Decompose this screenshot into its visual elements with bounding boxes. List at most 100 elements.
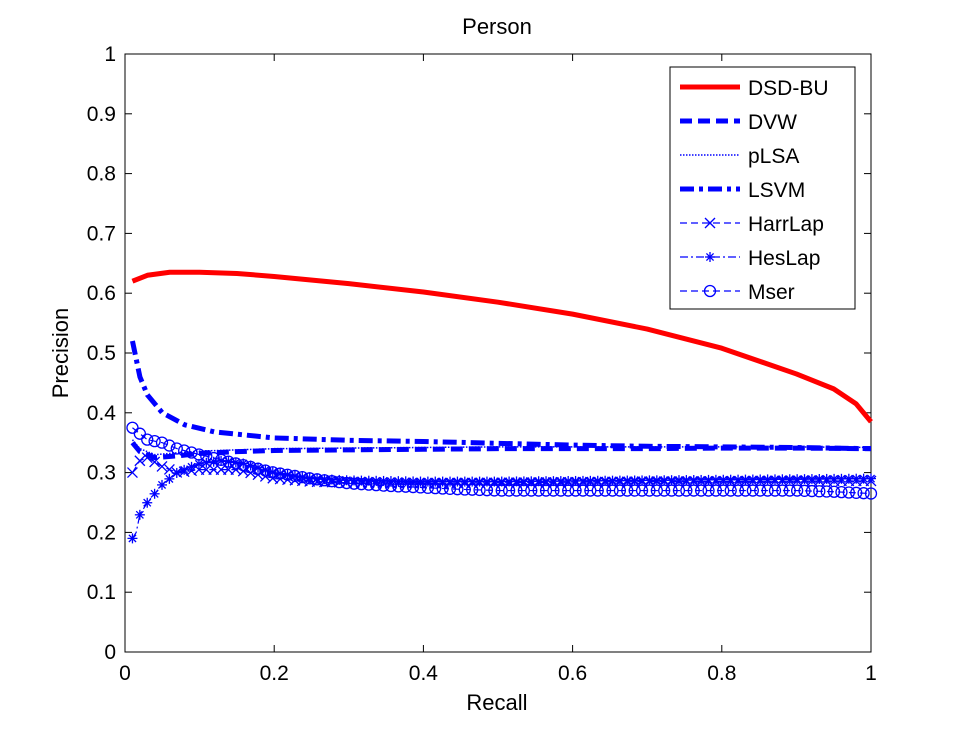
legend-label: LSVM bbox=[748, 179, 805, 202]
data-point bbox=[281, 468, 294, 481]
legend-label: DVW bbox=[748, 111, 797, 134]
data-point bbox=[178, 444, 191, 457]
legend-label: HesLap bbox=[748, 247, 820, 270]
data-point bbox=[850, 486, 863, 499]
data-point bbox=[768, 484, 782, 497]
data-point bbox=[288, 469, 302, 483]
data-point bbox=[229, 457, 243, 470]
y-tick-label: 0.2 bbox=[87, 521, 116, 544]
y-tick-label: 0 bbox=[104, 641, 116, 664]
data-point bbox=[635, 484, 649, 497]
data-point bbox=[724, 484, 737, 497]
data-point bbox=[142, 497, 153, 508]
data-point bbox=[718, 474, 729, 485]
data-point bbox=[790, 484, 804, 497]
data-point bbox=[134, 509, 145, 520]
x-tick-label: 0 bbox=[119, 662, 131, 685]
data-point bbox=[259, 464, 272, 477]
y-tick-label: 0.7 bbox=[87, 222, 116, 245]
data-point bbox=[709, 484, 723, 497]
series-mser bbox=[126, 421, 878, 500]
data-point bbox=[643, 484, 656, 497]
data-point bbox=[584, 484, 597, 497]
data-point bbox=[207, 451, 220, 465]
legend-item: LSVM bbox=[680, 179, 805, 202]
data-point bbox=[399, 480, 412, 493]
legend-item: HarrLap bbox=[680, 213, 824, 236]
data-point bbox=[858, 473, 869, 484]
data-point bbox=[149, 456, 161, 468]
x-tick-label: 0.2 bbox=[260, 662, 289, 685]
data-point bbox=[628, 484, 641, 497]
data-point bbox=[820, 485, 833, 498]
data-point bbox=[488, 484, 501, 497]
data-point bbox=[821, 473, 832, 484]
data-point bbox=[303, 472, 316, 485]
data-point bbox=[680, 484, 693, 497]
data-point bbox=[746, 484, 759, 497]
data-point bbox=[592, 475, 603, 486]
data-point bbox=[532, 484, 545, 497]
series-lsvm bbox=[130, 340, 872, 452]
data-point bbox=[827, 485, 841, 498]
data-point bbox=[414, 481, 427, 494]
data-point bbox=[525, 484, 538, 497]
data-point bbox=[458, 483, 471, 496]
data-point bbox=[665, 484, 678, 497]
legend-label: DSD-BU bbox=[748, 77, 829, 100]
data-point bbox=[347, 477, 361, 490]
legend-item: Mser bbox=[680, 281, 795, 304]
data-point bbox=[563, 476, 574, 487]
data-point bbox=[370, 478, 383, 492]
y-tick-label: 0.5 bbox=[87, 342, 116, 365]
data-point bbox=[141, 452, 153, 464]
data-point bbox=[237, 459, 250, 472]
data-point bbox=[157, 479, 168, 490]
data-point bbox=[185, 446, 198, 459]
y-tick-label: 0.1 bbox=[87, 581, 116, 604]
data-point bbox=[607, 475, 618, 486]
data-point bbox=[148, 435, 161, 448]
data-point bbox=[761, 484, 774, 497]
data-point bbox=[598, 484, 612, 497]
x-tick-label: 0.4 bbox=[409, 662, 439, 685]
data-point bbox=[517, 484, 531, 497]
data-point bbox=[362, 478, 375, 491]
data-point bbox=[687, 484, 700, 497]
data-point bbox=[658, 484, 671, 497]
data-point bbox=[443, 482, 457, 495]
data-point bbox=[377, 479, 390, 492]
y-tick-label: 0.6 bbox=[87, 282, 116, 305]
data-point bbox=[296, 470, 309, 484]
y-tick-label: 0.9 bbox=[87, 103, 116, 126]
x-axis-title: Recall bbox=[466, 690, 527, 715]
data-point bbox=[127, 533, 138, 544]
data-point bbox=[672, 484, 686, 497]
data-point bbox=[141, 433, 154, 446]
x-tick-label: 0.8 bbox=[707, 662, 736, 685]
data-point bbox=[318, 474, 331, 487]
data-point bbox=[539, 484, 553, 497]
legend-marker bbox=[705, 252, 715, 262]
data-point bbox=[776, 484, 789, 497]
data-point bbox=[502, 484, 516, 497]
data-point bbox=[510, 484, 523, 497]
data-point bbox=[384, 479, 398, 493]
data-point bbox=[251, 462, 265, 475]
data-point bbox=[436, 482, 449, 495]
y-axis-title: Precision bbox=[48, 308, 73, 398]
series-line bbox=[130, 441, 872, 461]
data-point bbox=[739, 484, 752, 497]
data-point bbox=[613, 484, 627, 497]
data-point bbox=[717, 484, 730, 497]
data-point bbox=[857, 487, 870, 500]
data-point bbox=[480, 484, 494, 497]
data-point bbox=[170, 442, 183, 455]
data-point bbox=[851, 473, 862, 484]
data-point bbox=[310, 473, 324, 486]
data-point bbox=[569, 484, 582, 497]
data-point bbox=[192, 448, 206, 461]
data-point bbox=[570, 475, 581, 486]
data-point bbox=[702, 484, 715, 497]
